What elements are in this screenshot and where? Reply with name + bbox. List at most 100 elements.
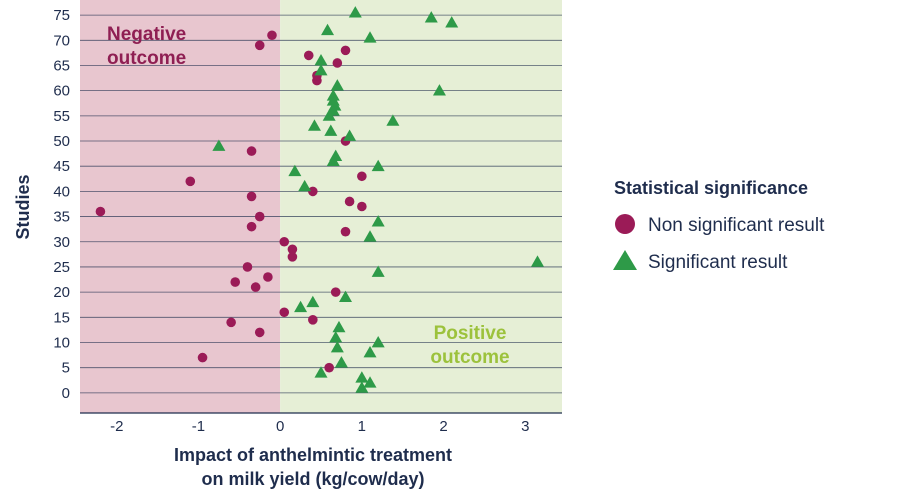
legend-non-significant-marker bbox=[615, 214, 635, 234]
negative-region-label-line2: outcome bbox=[107, 48, 186, 69]
y-tick-label: 50 bbox=[53, 133, 70, 150]
significant-point bbox=[371, 215, 385, 227]
non-significant-point bbox=[330, 287, 341, 297]
significant-point bbox=[329, 330, 343, 343]
significant-point bbox=[307, 119, 321, 131]
non-significant-point bbox=[226, 317, 236, 328]
significant-point bbox=[432, 84, 446, 96]
significant-point bbox=[343, 129, 357, 141]
x-tick-label: -1 bbox=[192, 418, 205, 435]
non-significant-point bbox=[197, 352, 208, 363]
significant-point bbox=[294, 300, 308, 313]
significant-point bbox=[314, 64, 328, 76]
significant-point bbox=[306, 295, 320, 308]
significant-point bbox=[363, 31, 377, 43]
x-axis-ticks: -2 -1 0 1 2 3 bbox=[110, 418, 529, 435]
non-significant-point bbox=[308, 315, 318, 325]
significant-point bbox=[212, 139, 226, 151]
x-tick-label: 0 bbox=[276, 418, 284, 435]
non-significant-point bbox=[279, 236, 290, 247]
legend-significant-label: Significant result bbox=[648, 252, 788, 273]
non-significant-point bbox=[332, 58, 343, 68]
non-significant-point bbox=[279, 307, 290, 318]
y-tick-label: 10 bbox=[53, 334, 70, 351]
significant-point bbox=[363, 230, 377, 242]
significant-point bbox=[288, 164, 302, 177]
significant-point bbox=[424, 11, 438, 23]
y-tick-label: 0 bbox=[62, 385, 70, 402]
non-significant-point bbox=[308, 186, 318, 197]
data-points bbox=[95, 6, 544, 393]
y-tick-label: 35 bbox=[53, 209, 70, 226]
y-tick-label: 25 bbox=[53, 259, 70, 276]
y-tick-label: 20 bbox=[53, 284, 70, 301]
significant-point bbox=[326, 89, 340, 101]
significant-point bbox=[321, 23, 335, 36]
non-significant-point bbox=[267, 30, 277, 41]
positive-region-label-line1: Positive bbox=[434, 323, 507, 344]
significant-point bbox=[386, 114, 400, 126]
significant-point bbox=[334, 356, 348, 368]
x-axis-title-line1: Impact of anthelmintic treatment bbox=[174, 445, 452, 465]
legend-title: Statistical significance bbox=[614, 178, 808, 198]
non-significant-point bbox=[303, 50, 314, 61]
non-significant-point bbox=[185, 176, 196, 187]
significant-point bbox=[445, 16, 459, 28]
negative-region-label-line1: Negative bbox=[107, 24, 186, 45]
non-significant-point bbox=[242, 262, 253, 272]
non-significant-point bbox=[357, 201, 367, 212]
significant-point bbox=[371, 265, 385, 277]
non-significant-point bbox=[254, 327, 265, 338]
legend-significant-marker bbox=[613, 250, 637, 270]
y-tick-label: 40 bbox=[53, 183, 70, 200]
significant-point bbox=[339, 290, 353, 303]
significant-point bbox=[355, 371, 369, 383]
y-tick-label: 65 bbox=[53, 57, 70, 74]
non-significant-point bbox=[357, 171, 367, 182]
y-tick-label: 60 bbox=[53, 83, 70, 100]
significant-point bbox=[332, 320, 346, 333]
negative-region bbox=[80, 0, 281, 413]
non-significant-point bbox=[254, 40, 265, 51]
significant-point bbox=[314, 366, 328, 378]
x-tick-label: -2 bbox=[110, 418, 123, 435]
significant-point bbox=[330, 341, 344, 353]
y-tick-label: 5 bbox=[62, 360, 70, 377]
y-tick-label: 75 bbox=[53, 7, 70, 24]
y-axis-title: Studies bbox=[13, 174, 33, 239]
gridlines bbox=[80, 14, 562, 394]
y-tick-label: 45 bbox=[53, 158, 70, 175]
y-tick-label: 15 bbox=[53, 309, 70, 326]
y-axis-ticks: 0 5 10 15 20 25 30 35 40 45 50 55 60 65 70 75 bbox=[53, 7, 70, 402]
x-tick-label: 2 bbox=[439, 418, 447, 435]
x-tick-label: 1 bbox=[358, 418, 366, 435]
non-significant-point bbox=[340, 226, 351, 237]
non-significant-point bbox=[246, 221, 257, 232]
non-significant-point bbox=[250, 282, 261, 292]
significant-point bbox=[324, 124, 338, 136]
significant-point bbox=[371, 335, 385, 348]
non-significant-point bbox=[230, 277, 241, 287]
significant-point bbox=[330, 79, 344, 91]
non-significant-point bbox=[340, 45, 351, 56]
positive-region bbox=[280, 0, 562, 413]
non-significant-point bbox=[324, 362, 334, 373]
y-tick-label: 70 bbox=[53, 32, 70, 49]
non-significant-point bbox=[95, 206, 106, 217]
y-tick-label: 30 bbox=[53, 234, 70, 251]
legend: Statistical significance Non significant… bbox=[613, 178, 825, 273]
significant-point bbox=[363, 376, 377, 388]
positive-region-label-line2: outcome bbox=[430, 347, 509, 368]
non-significant-point bbox=[254, 211, 265, 222]
non-significant-point bbox=[246, 146, 257, 156]
non-significant-point bbox=[344, 196, 355, 207]
significant-point bbox=[355, 381, 369, 393]
significant-point bbox=[348, 6, 362, 18]
non-significant-point bbox=[287, 252, 298, 262]
non-significant-point bbox=[287, 244, 298, 255]
y-tick-label: 55 bbox=[53, 108, 70, 125]
significant-point bbox=[314, 53, 328, 66]
significant-point bbox=[530, 255, 544, 267]
significant-point bbox=[298, 179, 312, 192]
